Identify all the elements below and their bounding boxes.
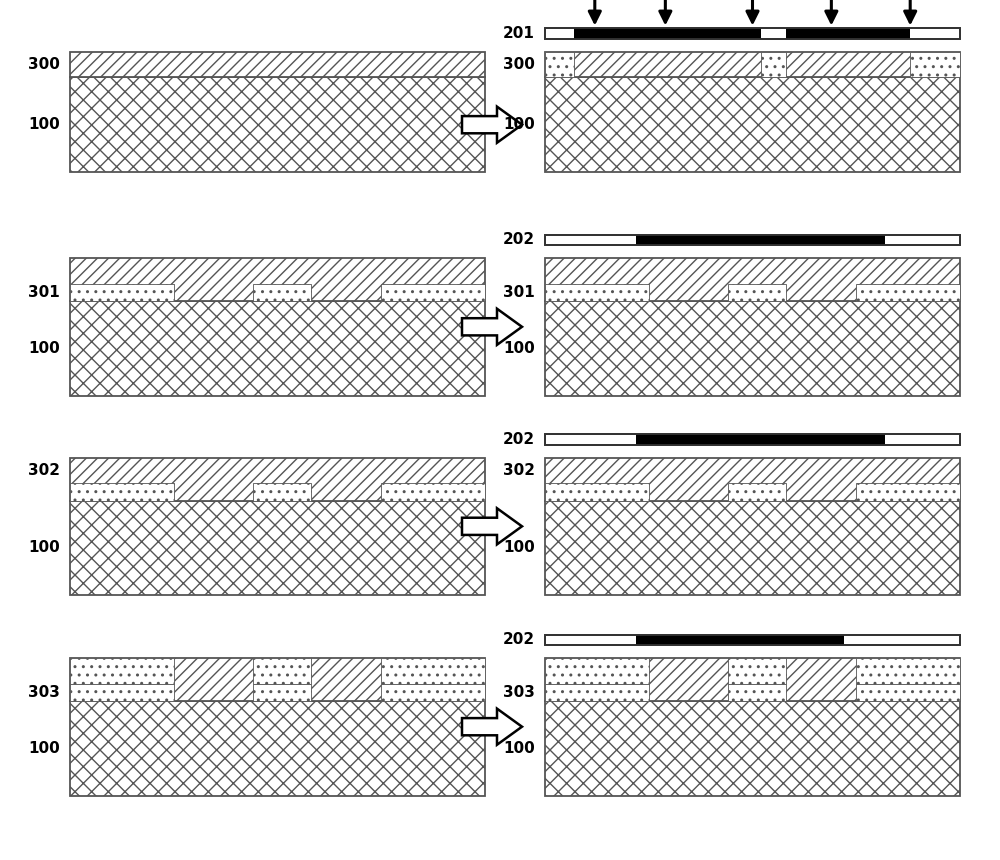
Bar — [70, 483, 174, 501]
Text: 202: 202 — [503, 632, 535, 648]
Text: 301: 301 — [503, 285, 535, 300]
Text: 100: 100 — [28, 341, 60, 356]
Bar — [545, 658, 649, 684]
Bar — [545, 235, 960, 245]
Bar — [856, 284, 960, 301]
Bar — [70, 501, 485, 595]
Bar — [70, 52, 485, 77]
Bar — [253, 658, 311, 684]
Text: 100: 100 — [503, 540, 535, 556]
Polygon shape — [462, 709, 522, 745]
Bar — [381, 684, 485, 701]
Text: 100: 100 — [503, 117, 535, 132]
Bar — [545, 658, 960, 701]
Bar — [545, 77, 960, 172]
Bar — [545, 284, 649, 301]
Bar — [381, 284, 485, 301]
Bar — [856, 684, 960, 701]
Bar — [545, 235, 960, 245]
Bar — [545, 28, 960, 39]
Bar — [253, 284, 311, 301]
Text: 100: 100 — [28, 117, 60, 132]
Bar — [253, 684, 311, 701]
Bar — [545, 434, 960, 445]
Bar — [70, 458, 485, 501]
Bar — [728, 658, 786, 684]
Bar — [761, 52, 786, 77]
Bar — [728, 684, 786, 701]
Bar — [545, 301, 960, 396]
Bar — [70, 701, 485, 796]
Polygon shape — [462, 309, 522, 345]
Bar — [786, 28, 910, 39]
Bar — [856, 483, 960, 501]
Text: 100: 100 — [28, 740, 60, 756]
Bar — [70, 301, 485, 396]
Bar — [70, 258, 485, 301]
Bar — [70, 684, 174, 701]
Text: 100: 100 — [503, 740, 535, 756]
Bar — [70, 658, 485, 701]
Bar — [545, 52, 574, 77]
Bar — [636, 235, 885, 245]
Bar — [636, 635, 844, 645]
Bar — [545, 635, 960, 645]
Bar — [545, 434, 960, 445]
Bar — [70, 77, 485, 172]
Bar — [545, 28, 960, 39]
Bar — [728, 284, 786, 301]
Bar — [545, 52, 960, 77]
Bar — [545, 635, 960, 645]
Bar — [545, 501, 960, 595]
Bar — [636, 434, 885, 445]
Bar — [253, 483, 311, 501]
Text: 300: 300 — [503, 57, 535, 72]
Bar — [574, 28, 761, 39]
Bar — [856, 658, 960, 684]
Bar — [381, 483, 485, 501]
Text: 302: 302 — [503, 463, 535, 478]
Bar — [70, 284, 174, 301]
Text: 201: 201 — [503, 26, 535, 41]
Text: 100: 100 — [28, 540, 60, 556]
Text: 202: 202 — [503, 232, 535, 248]
Text: 300: 300 — [28, 57, 60, 72]
Polygon shape — [462, 508, 522, 544]
Bar — [545, 684, 649, 701]
Bar — [545, 483, 649, 501]
Bar — [910, 52, 960, 77]
Bar — [728, 483, 786, 501]
Bar — [545, 258, 960, 301]
Text: 301: 301 — [28, 285, 60, 300]
Text: 202: 202 — [503, 432, 535, 447]
Text: 100: 100 — [503, 341, 535, 356]
Bar — [381, 658, 485, 684]
Bar — [545, 458, 960, 501]
Polygon shape — [462, 107, 522, 143]
Text: 303: 303 — [28, 685, 60, 700]
Bar — [70, 658, 174, 684]
Text: 302: 302 — [28, 463, 60, 478]
Bar — [545, 701, 960, 796]
Text: 303: 303 — [503, 685, 535, 700]
